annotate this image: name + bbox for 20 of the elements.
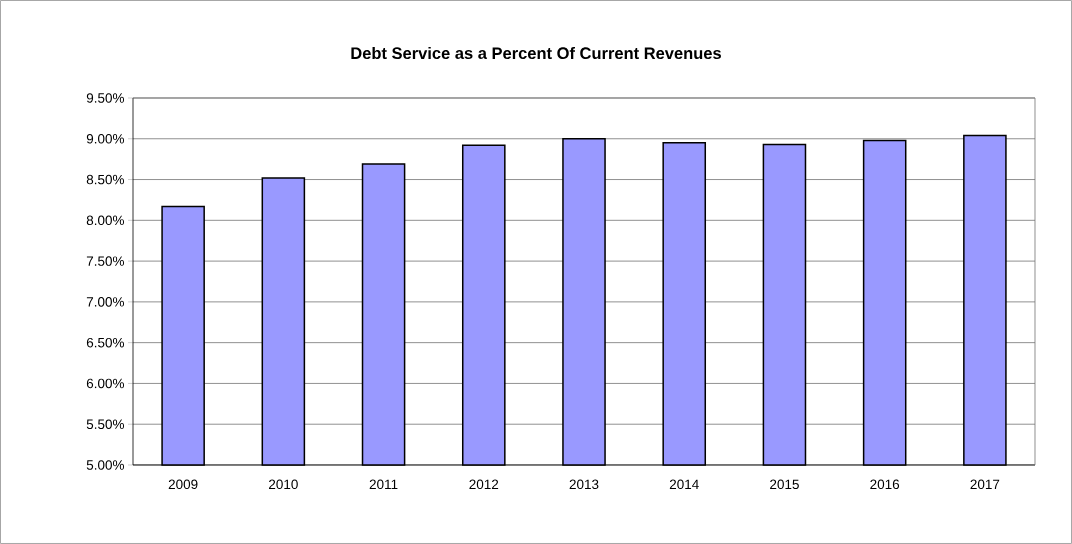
x-tick-label: 2014 bbox=[669, 479, 699, 490]
x-tick-label: 2009 bbox=[168, 479, 198, 490]
y-tick-label: 7.50% bbox=[86, 256, 124, 266]
y-tick-label: 6.50% bbox=[86, 337, 124, 348]
x-tick-label: 2015 bbox=[770, 479, 799, 490]
y-tick-label: 6.00% bbox=[86, 378, 124, 389]
x-tick-label: 2012 bbox=[469, 479, 499, 490]
y-tick-label: 9.00% bbox=[86, 133, 124, 144]
x-tick-label: 2010 bbox=[269, 479, 298, 490]
y-tick-label: 5.50% bbox=[86, 419, 124, 429]
y-tick-label: 9.50% bbox=[86, 93, 124, 103]
chart-title: Debt Service as a Percent Of Current Revenues bbox=[351, 46, 721, 60]
y-tick-label: 7.00% bbox=[86, 297, 124, 307]
x-tick-label: 2013 bbox=[569, 479, 599, 490]
y-tick-label: 5.00% bbox=[86, 460, 124, 470]
x-tick-label: 2016 bbox=[870, 479, 900, 490]
x-tick-label: 2011 bbox=[369, 479, 398, 490]
y-tick-label: 8.00% bbox=[86, 215, 124, 226]
y-tick-label: 8.50% bbox=[86, 174, 124, 185]
x-tick-label: 2017 bbox=[970, 479, 1000, 490]
